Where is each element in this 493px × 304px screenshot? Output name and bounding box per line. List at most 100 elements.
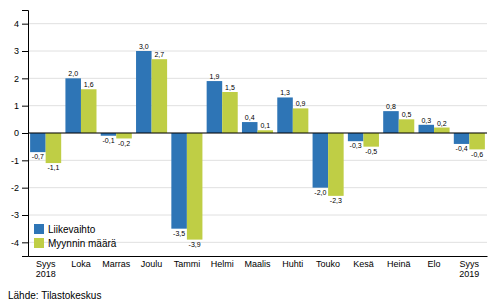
grid-line: [28, 160, 487, 161]
data-label: 0,1: [260, 122, 270, 129]
bar: [383, 111, 399, 133]
grid-line: [28, 23, 487, 24]
y-tick-mark: [22, 133, 28, 134]
x-tick-label-line: 2019: [459, 269, 479, 279]
x-tick-label: Joulu: [141, 259, 163, 269]
data-label: 0,2: [437, 120, 447, 127]
y-tick: -1: [11, 156, 28, 166]
data-label: 0,4: [245, 114, 255, 121]
bar: [242, 122, 258, 133]
data-label: 0,5: [402, 111, 412, 118]
grid-line: [28, 215, 487, 216]
y-tick-label: 4: [14, 19, 19, 29]
x-tick-label: Huhti: [282, 259, 303, 269]
y-tick: 1: [14, 101, 28, 111]
bar: [136, 51, 152, 133]
x-tick: Huhti: [282, 259, 303, 269]
x-tick: Helmi: [211, 259, 234, 269]
data-label: -0,2: [118, 140, 130, 147]
x-axis-line: [29, 256, 488, 257]
y-tick: -2: [11, 183, 28, 193]
bar: [152, 59, 168, 133]
y-tick-mark: [22, 160, 28, 161]
bar: [30, 133, 46, 152]
x-tick-label-line: Elo: [428, 259, 441, 269]
bar: [469, 133, 485, 149]
y-tick-mark: [22, 24, 28, 25]
data-label: 1,3: [280, 89, 290, 96]
y-tick-mark: [22, 242, 28, 243]
legend-swatch: [34, 224, 44, 234]
grid-line: [28, 133, 487, 134]
source-note: Lähde: Tilastokeskus: [8, 290, 101, 301]
bar: [293, 108, 309, 133]
data-label: -3,9: [189, 241, 201, 248]
bar: [454, 133, 470, 144]
data-label: 3,0: [139, 43, 149, 50]
data-label: -2,3: [330, 197, 342, 204]
y-tick-mark: [22, 78, 28, 79]
x-tick-label-line: Helmi: [211, 259, 234, 269]
y-tick-label: 0: [14, 128, 19, 138]
x-tick: Elo: [428, 259, 441, 269]
bar: [313, 133, 329, 188]
bar: [81, 89, 97, 133]
y-tick: 4: [14, 19, 28, 29]
x-tick-label-line: Tammi: [174, 259, 201, 269]
y-axis-line: [22, 11, 29, 257]
data-label: -0,5: [365, 148, 377, 155]
x-tick-label: Helmi: [211, 259, 234, 269]
plot: -4-3-2-101234Syys2018LokaMarrasJouluTamm…: [11, 11, 488, 280]
legend-item: Liikevaihto: [34, 224, 96, 235]
x-tick-label: Maalis: [244, 259, 271, 269]
data-label: -2,0: [314, 189, 326, 196]
y-tick: -3: [11, 210, 28, 220]
data-label: 0,9: [296, 100, 306, 107]
grid-line: [28, 51, 487, 52]
x-tick: Tammi: [174, 259, 201, 269]
data-label: -1,1: [47, 164, 59, 171]
x-tick-label-line: Kesä: [353, 259, 374, 269]
data-label: -0,4: [456, 145, 468, 152]
bar: [419, 125, 435, 133]
x-tick: Touko: [316, 259, 340, 269]
y-tick: 2: [14, 74, 28, 84]
x-tick-label-line: Touko: [316, 259, 340, 269]
grid-line: [28, 78, 487, 79]
bar: [434, 128, 450, 133]
legend-label: Myynnin määrä: [48, 238, 117, 249]
x-tick-label-line: Maalis: [244, 259, 271, 269]
x-tick-label: Loka: [71, 259, 91, 269]
x-tick: Marras: [102, 259, 131, 269]
x-tick: Maalis: [244, 259, 271, 269]
bar: [399, 119, 415, 133]
bars: [30, 51, 485, 240]
bar: [207, 81, 223, 133]
legend-swatch: [34, 238, 44, 248]
x-tick: Syys2019: [459, 259, 479, 279]
x-tick-label: Kesä: [353, 259, 374, 269]
y-tick: -4: [11, 238, 28, 248]
data-labels: -0,72,0-0,13,0-3,51,90,41,3-2,0-0,30,80,…: [32, 43, 483, 248]
data-label: 1,5: [225, 84, 235, 91]
legend: Liikevaihto Myynnin määrä: [34, 224, 117, 249]
y-tick-label: -4: [11, 238, 19, 248]
x-tick-label: Elo: [428, 259, 441, 269]
zero-line: [28, 133, 487, 134]
data-label: -3,5: [173, 230, 185, 237]
x-tick: Heinä: [387, 259, 411, 269]
x-tick: Joulu: [141, 259, 163, 269]
data-label: -0,7: [32, 153, 44, 160]
data-label: -0,3: [350, 142, 362, 149]
bar: [363, 133, 379, 147]
bar: [171, 133, 187, 229]
bar: [222, 92, 238, 133]
bar: [46, 133, 62, 163]
y-tick-mark: [22, 188, 28, 189]
legend-item: Myynnin määrä: [34, 238, 117, 249]
y-tick-label: 1: [14, 101, 19, 111]
bar: [348, 133, 364, 141]
data-label: 2,0: [68, 70, 78, 77]
y-tick-label: -2: [11, 183, 19, 193]
legend-label: Liikevaihto: [48, 224, 96, 235]
